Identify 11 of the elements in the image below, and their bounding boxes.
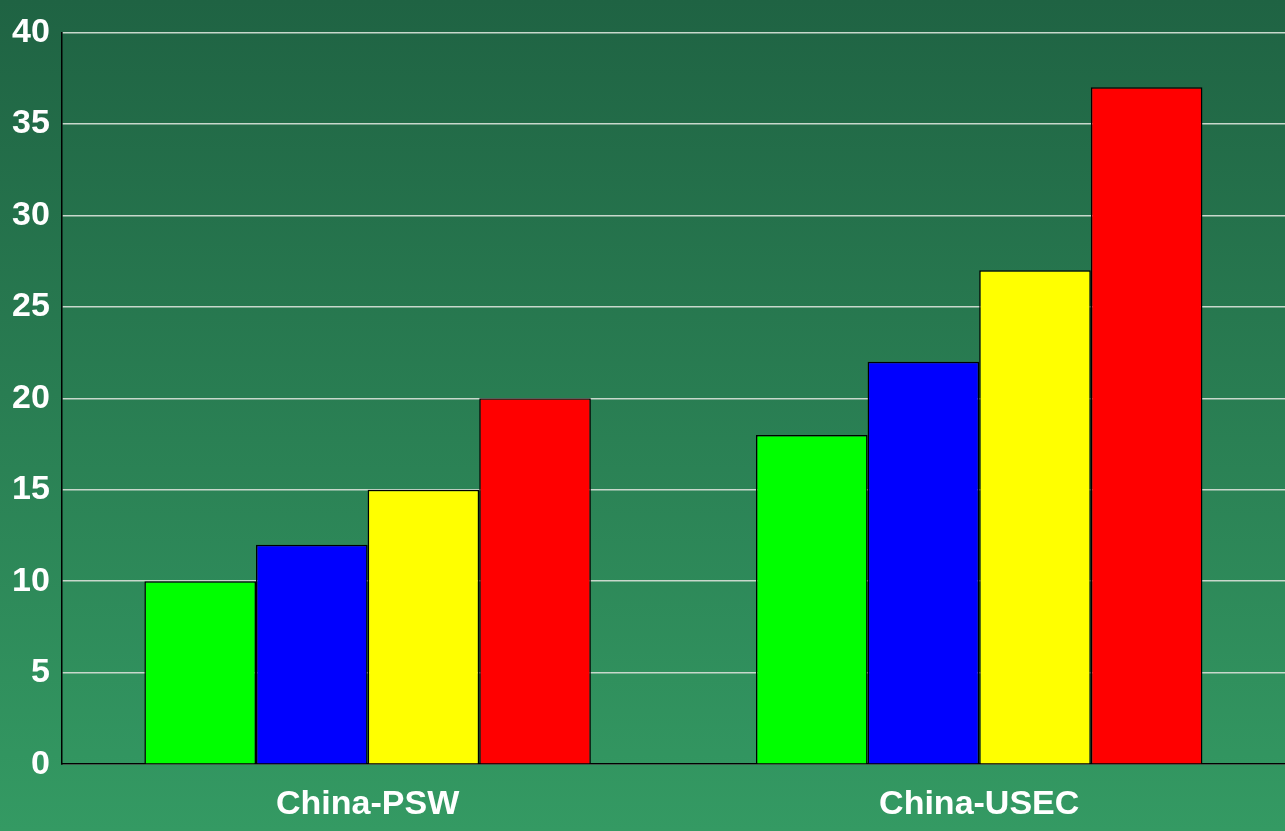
y-tick-label: 25 xyxy=(11,285,50,324)
y-tick-label: 15 xyxy=(11,468,50,507)
y-tick-label: 0 xyxy=(30,742,50,781)
x-tick-label: China-PSW xyxy=(276,782,461,821)
y-tick-label: 35 xyxy=(11,102,50,141)
y-tick-label: 30 xyxy=(11,193,50,232)
x-tick-label: China-USEC xyxy=(879,782,1080,821)
y-tick-label: 40 xyxy=(11,10,50,49)
y-tick-label: 10 xyxy=(11,559,50,598)
y-tick-label: 20 xyxy=(11,376,50,415)
y-tick-label: 5 xyxy=(30,651,50,690)
